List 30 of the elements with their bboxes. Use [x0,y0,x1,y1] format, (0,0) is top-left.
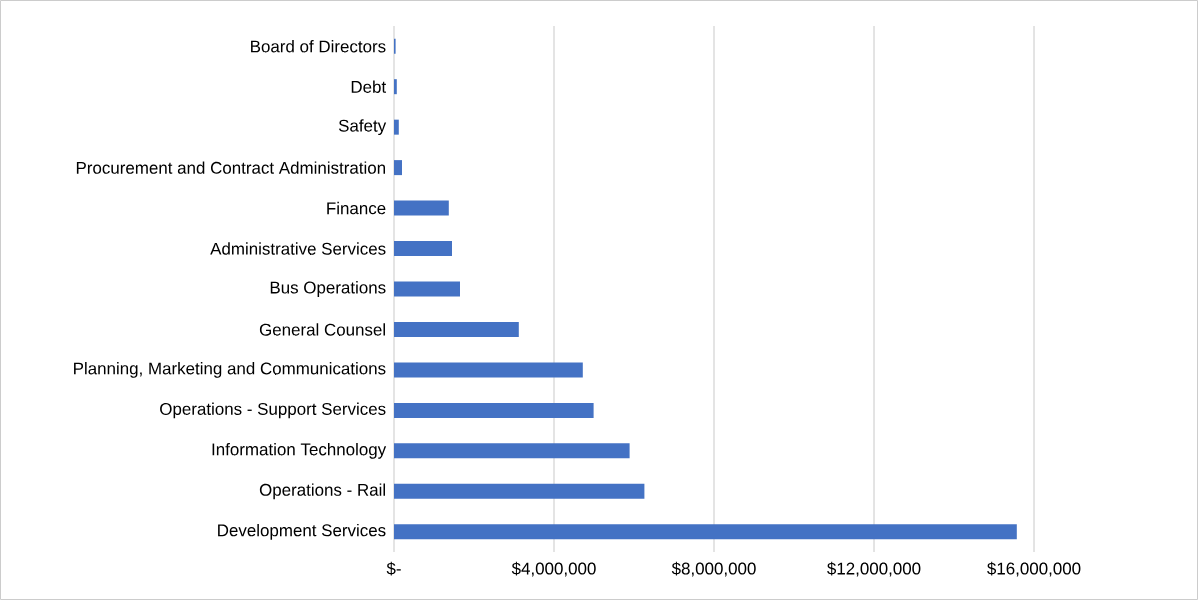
y-tick-label: Information Technology [212,442,387,459]
bar [394,79,397,95]
bar [394,443,630,459]
x-tick-label: $12,000,000 [827,561,921,577]
y-tick-label: Board of Directors [251,40,386,53]
y-tick-label: Operations - Support Services [160,402,386,419]
bar [394,524,1017,540]
bar [394,362,583,378]
y-tick-label: Bus Operations [270,281,386,297]
y-tick-label: General Counsel [259,323,385,336]
y-tick-label: Finance [327,201,386,215]
y-tick-label: Operations - Rail [259,483,385,500]
y-tick-label: Development Services [218,523,386,540]
x-tick-label: $16,000,000 [987,561,1081,577]
bar [394,281,460,297]
bar [394,200,449,216]
x-tick-label: $4,000,000 [511,561,596,577]
bar [394,160,402,176]
y-tick-label: Procurement and Contract Administration [76,161,385,174]
y-tick-label: Debt [351,80,387,93]
y-tick-label: Administrative Services [210,242,386,255]
bar [394,402,594,418]
y-tick-label: Planning, Marketing and Communications [74,362,386,378]
bar [394,119,399,135]
x-tick-label: $8,000,000 [671,561,756,577]
x-tick-label: $- [386,561,401,576]
bar [394,321,519,337]
bar [394,241,452,257]
bar [394,483,645,499]
y-tick-label: Safety [338,119,387,136]
